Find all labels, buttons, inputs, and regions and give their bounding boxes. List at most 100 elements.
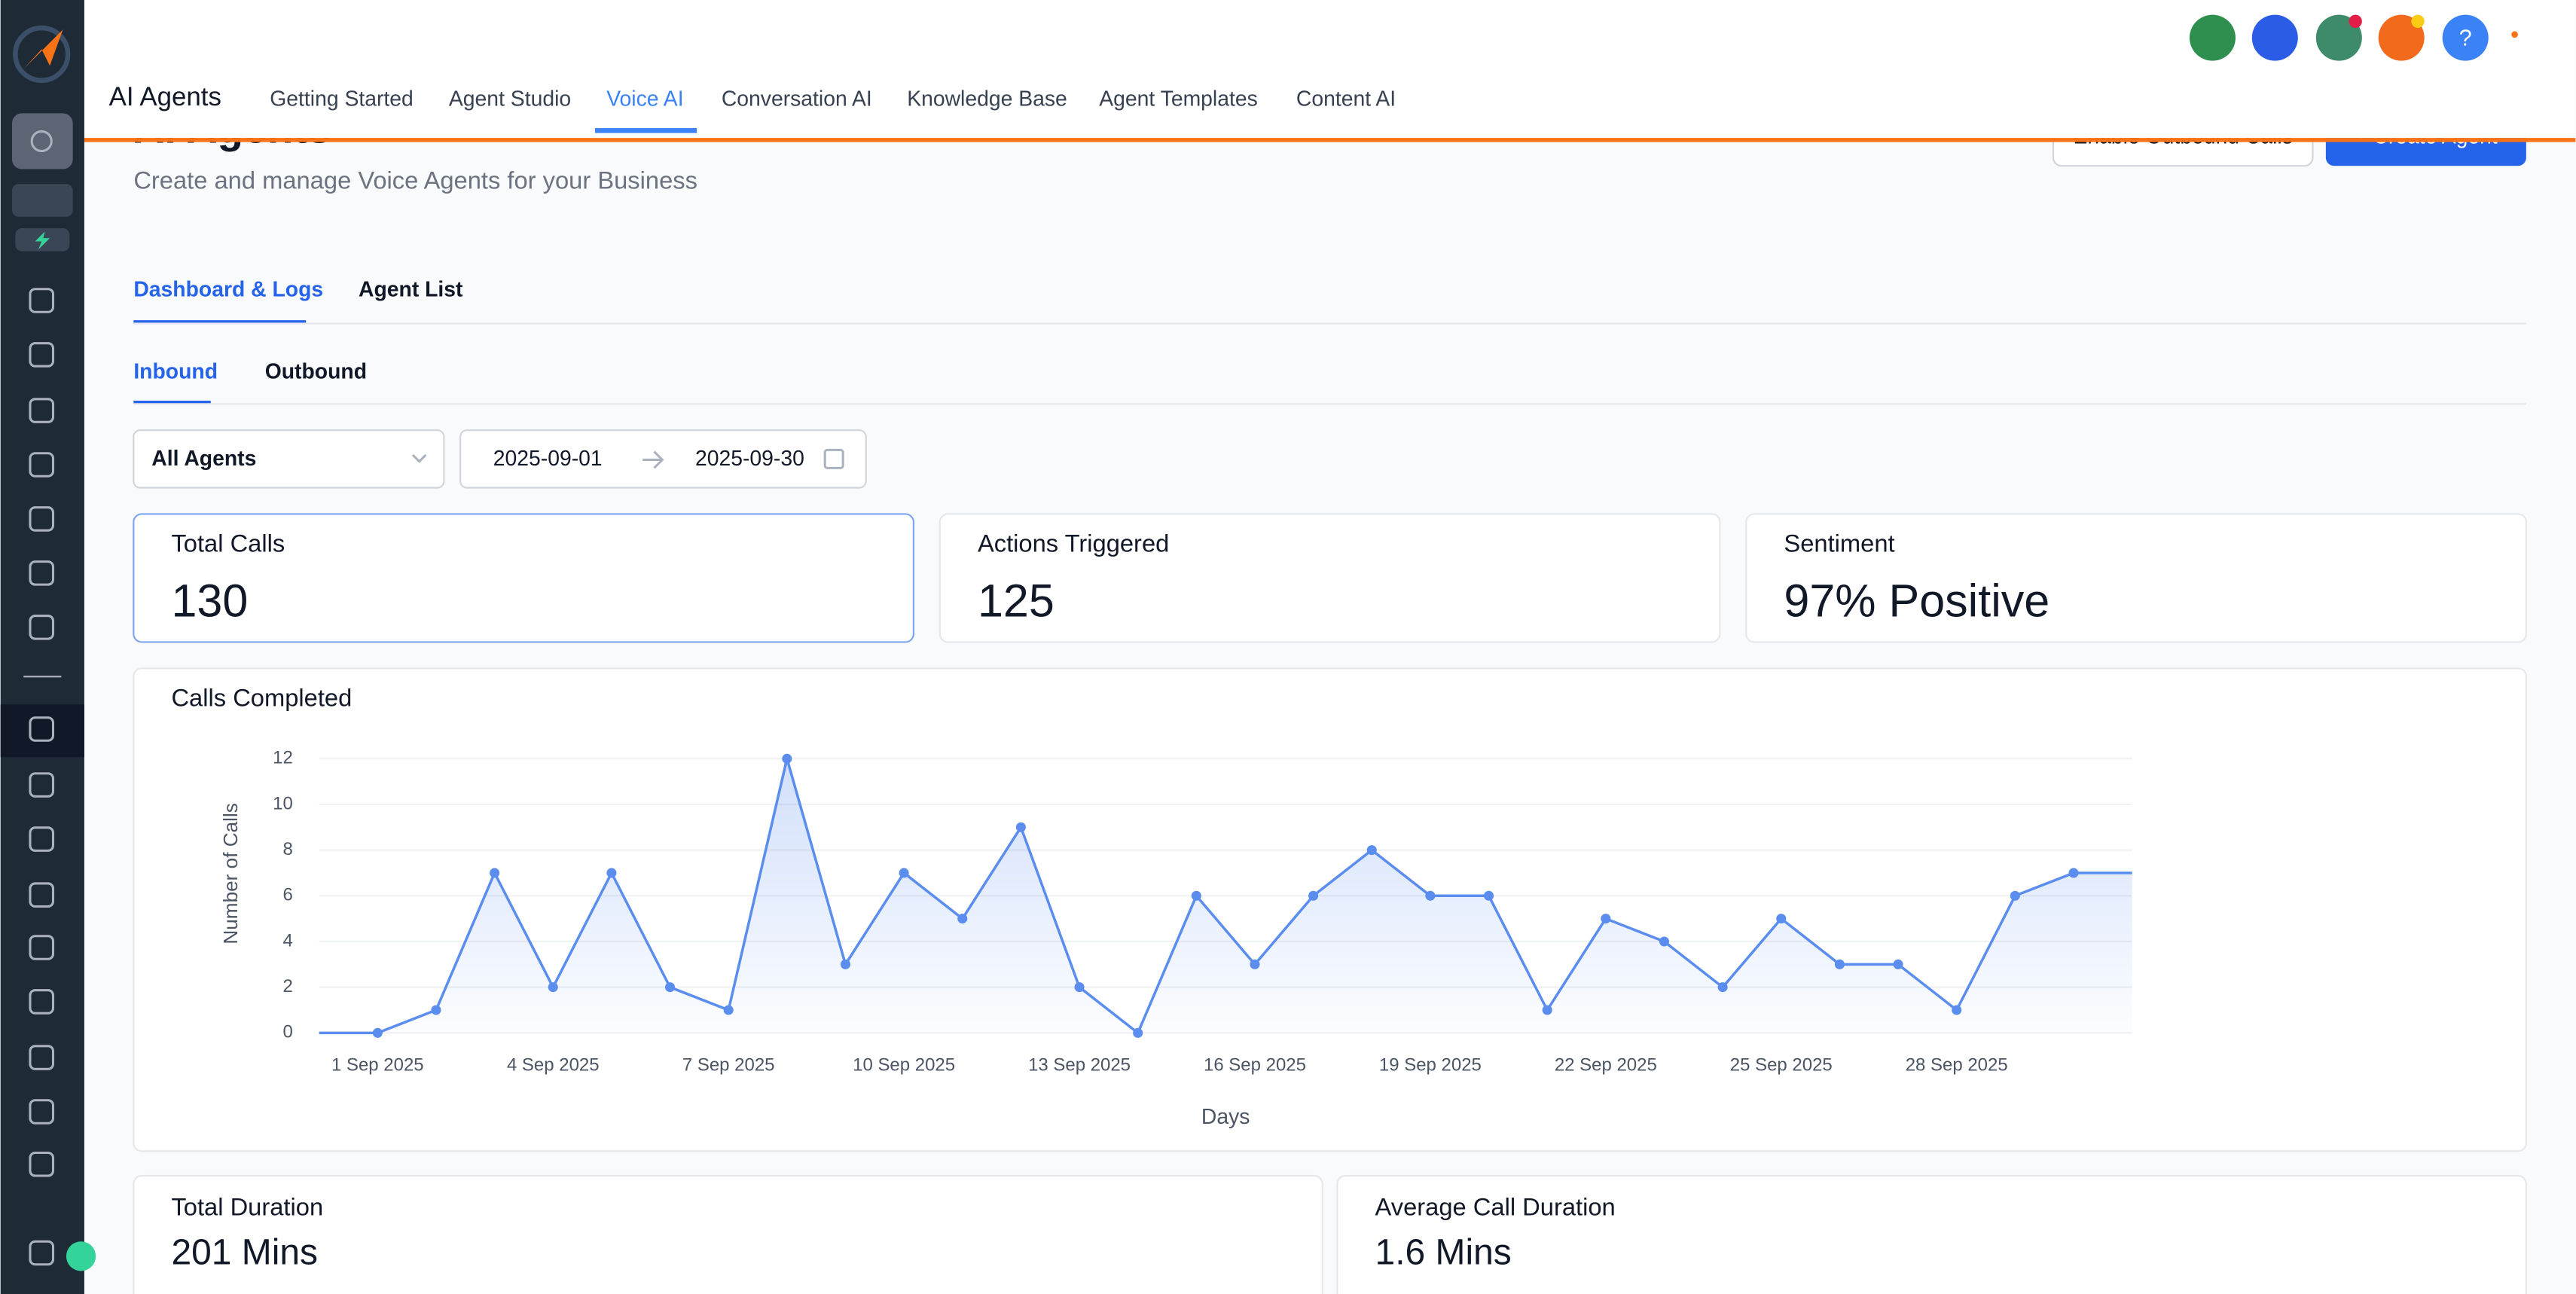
stat-label: Actions Triggered xyxy=(978,529,1169,557)
nav-tab[interactable]: Voice AI xyxy=(606,87,683,111)
nav-tab[interactable]: Agent Studio xyxy=(449,87,571,111)
bell-icon[interactable] xyxy=(2378,14,2425,61)
point xyxy=(372,1027,383,1038)
nav-icon[interactable] xyxy=(29,989,55,1015)
y-tick-label: 2 xyxy=(282,976,292,996)
logo xyxy=(13,25,71,84)
nav-icon[interactable] xyxy=(29,342,55,368)
point xyxy=(723,1005,734,1015)
point xyxy=(1425,890,1436,901)
nav-icon[interactable] xyxy=(29,1240,55,1266)
line xyxy=(377,753,2074,1036)
y-tick-label: 8 xyxy=(282,839,292,859)
nav-icon[interactable] xyxy=(29,1045,55,1070)
point xyxy=(1717,982,1728,993)
nav-icon[interactable] xyxy=(29,1099,55,1125)
nav-tab[interactable]: Conversation AI xyxy=(722,87,872,111)
help-icon[interactable] xyxy=(2442,14,2489,61)
nav-icon[interactable] xyxy=(29,882,55,908)
top-nav xyxy=(0,0,2576,139)
stat-card xyxy=(1745,513,2527,643)
account-switch[interactable] xyxy=(11,113,73,169)
point xyxy=(664,982,676,993)
subtab-active[interactable]: Inbound xyxy=(133,359,218,383)
x-tick-label: 28 Sep 2025 xyxy=(1906,1054,2008,1075)
account-icon xyxy=(30,130,53,153)
x-tick-label: 16 Sep 2025 xyxy=(1204,1054,1306,1075)
x-tick-label: 25 Sep 2025 xyxy=(1730,1054,1833,1075)
logo-mark xyxy=(23,29,63,69)
nav-underline xyxy=(84,138,2576,142)
phone-icon[interactable] xyxy=(2189,14,2236,61)
tab-active[interactable]: Dashboard & Logs xyxy=(133,277,323,301)
chevron xyxy=(411,453,427,463)
point xyxy=(1601,914,1611,924)
arrow xyxy=(642,450,664,469)
x-tick-label: 7 Sep 2025 xyxy=(682,1054,775,1075)
calendar-icon xyxy=(823,448,844,469)
nav-icon[interactable] xyxy=(29,452,55,478)
stat-value: 1.6 Mins xyxy=(1375,1232,1512,1272)
nav-title: AI Agents xyxy=(109,82,221,111)
point xyxy=(1308,890,1319,901)
subtab[interactable]: Outbound xyxy=(265,359,367,383)
stat-value: 125 xyxy=(978,575,1055,626)
tab[interactable]: Agent List xyxy=(359,277,463,301)
nav-tab-indicator xyxy=(594,128,697,133)
point xyxy=(1015,822,1026,832)
page-subtitle: Create and manage Voice Agents for your … xyxy=(133,166,697,194)
point xyxy=(1133,1027,1143,1038)
date-range[interactable] xyxy=(459,429,867,489)
badge xyxy=(2411,14,2425,29)
ai-icon[interactable] xyxy=(2251,14,2298,61)
y-tick-label: 12 xyxy=(273,748,293,768)
tab-indicator xyxy=(133,320,307,324)
stat-label: Total Duration xyxy=(171,1192,323,1220)
x-tick-label: 22 Sep 2025 xyxy=(1555,1054,1657,1075)
help-glyph[interactable]: ? xyxy=(2459,25,2472,50)
point xyxy=(548,982,558,993)
nav-icon[interactable] xyxy=(29,398,55,423)
x-tick-label: 10 Sep 2025 xyxy=(853,1054,955,1075)
nav-icon[interactable] xyxy=(29,716,55,742)
nav-tab[interactable]: Knowledge Base xyxy=(907,87,1067,111)
nav-icon[interactable] xyxy=(29,506,55,532)
avatar[interactable] xyxy=(2511,31,2518,38)
stat-value: 201 Mins xyxy=(171,1232,318,1272)
date-start[interactable]: 2025-09-01 xyxy=(493,447,603,471)
stat-card xyxy=(939,513,1721,643)
nav-tab[interactable]: Getting Started xyxy=(270,87,414,111)
nav-icon[interactable] xyxy=(29,615,55,640)
point xyxy=(1834,959,1845,969)
point xyxy=(899,868,909,878)
point xyxy=(957,914,968,924)
point xyxy=(1366,845,1377,856)
nav-tab[interactable]: Content AI xyxy=(1296,87,1396,111)
nav-icon[interactable] xyxy=(29,772,55,798)
nav-icon[interactable] xyxy=(29,288,55,313)
point xyxy=(1542,1005,1552,1015)
badge xyxy=(2349,14,2362,29)
nav-tab[interactable]: Agent Templates xyxy=(1099,87,1258,111)
expand-button[interactable] xyxy=(66,1241,96,1271)
agent-select[interactable] xyxy=(133,429,445,489)
point xyxy=(490,868,500,878)
point xyxy=(1250,959,1260,969)
announce-icon[interactable] xyxy=(2315,14,2362,61)
point xyxy=(1191,890,1201,901)
date-end[interactable]: 2025-09-30 xyxy=(695,447,804,471)
y-tick-label: 0 xyxy=(282,1022,292,1042)
stat-label: Average Call Duration xyxy=(1375,1192,1616,1220)
nav-icon[interactable] xyxy=(29,1151,55,1177)
nav-icon[interactable] xyxy=(29,935,55,960)
active-item xyxy=(0,704,84,758)
chart-title: Calls Completed xyxy=(171,683,352,711)
nav-icon[interactable] xyxy=(29,826,55,852)
y-tick-label: 4 xyxy=(282,930,292,951)
search-button[interactable] xyxy=(11,184,73,217)
agent-select-value[interactable]: All Agents xyxy=(151,447,256,471)
point xyxy=(431,1005,441,1015)
nav-icon[interactable] xyxy=(29,560,55,586)
